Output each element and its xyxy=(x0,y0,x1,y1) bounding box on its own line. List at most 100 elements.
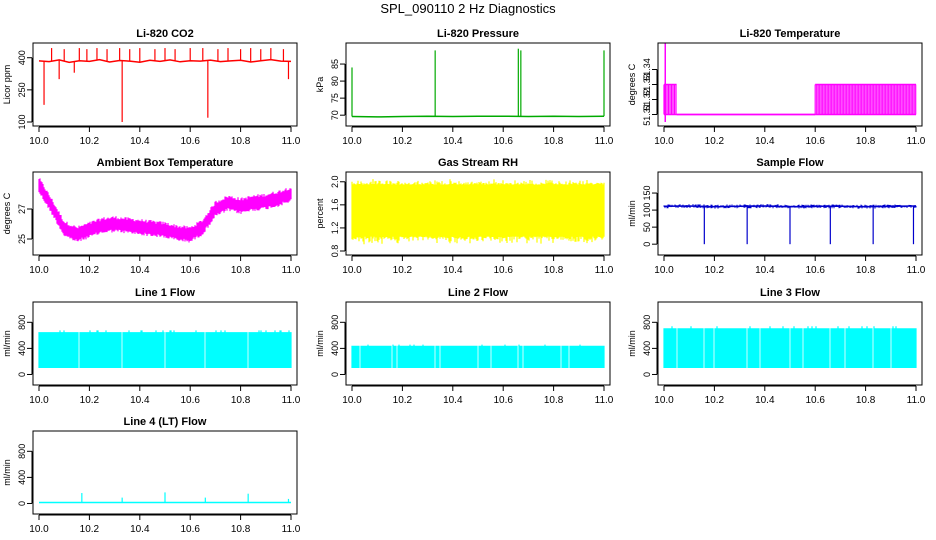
series-line xyxy=(38,58,292,64)
y-axis-label: ml/min xyxy=(2,459,12,486)
y-tick-label: 400 xyxy=(330,341,340,356)
y-axis-label: ml/min xyxy=(2,330,12,357)
plot-frame xyxy=(345,301,611,386)
x-tick-label: 10.0 xyxy=(342,395,362,406)
x-tick-label: 10.6 xyxy=(493,136,513,147)
x-tick-label: 10.8 xyxy=(856,136,876,147)
y-tick-label: 51.33 xyxy=(642,73,652,96)
x-tick-label: 10.8 xyxy=(231,524,251,535)
data-layer xyxy=(663,43,917,122)
x-tick-label: 10.0 xyxy=(342,136,362,147)
series-band xyxy=(351,179,605,245)
data-layer xyxy=(38,330,292,368)
y-tick-label: 0 xyxy=(642,372,652,377)
series-band xyxy=(38,330,292,368)
x-tick-label: 10.0 xyxy=(342,265,362,276)
x-tick-label: 10.0 xyxy=(29,136,49,147)
x-tick-label: 10.2 xyxy=(80,524,100,535)
chart-title: Line 4 (LT) Flow xyxy=(124,416,207,428)
y-axis-label: ml/min xyxy=(315,330,325,357)
y-tick-label: 400 xyxy=(17,341,27,356)
x-tick-label: 10.2 xyxy=(80,265,100,276)
x-tick-label: 11.0 xyxy=(282,136,301,147)
x-tick-label: 11.0 xyxy=(595,136,614,147)
x-tick-label: 10.6 xyxy=(805,395,825,406)
chart-panel: Line 2 Flow 10.0 10.2 10.4 10.6 10.8 11.0 0 400 8… xyxy=(315,287,614,406)
y-tick-label: 150 xyxy=(642,186,652,201)
chart-title: Li-820 CO2 xyxy=(136,28,193,40)
chart-panel: Line 4 (LT) Flow 10.0 10.2 10.4 10.6 10.8 11.0… xyxy=(2,416,301,535)
chart-title: Gas Stream RH xyxy=(438,157,518,169)
chart-title: Line 2 Flow xyxy=(448,287,508,299)
y-tick-label: 800 xyxy=(17,444,27,459)
x-tick-label: 10.2 xyxy=(705,136,725,147)
x-tick-label: 11.0 xyxy=(595,395,614,406)
x-tick-label: 10.6 xyxy=(180,395,200,406)
x-tick-label: 10.2 xyxy=(80,136,100,147)
y-axis-label: Licor ppm xyxy=(2,65,12,105)
y-tick-label: 25 xyxy=(17,234,27,244)
plot-frame xyxy=(32,430,298,515)
y-axis-label: degrees C xyxy=(627,63,637,105)
y-tick-label: 85 xyxy=(330,59,340,69)
y-tick-label: 800 xyxy=(330,315,340,330)
series-band xyxy=(814,84,917,115)
plot-frame xyxy=(657,301,923,386)
series-band xyxy=(663,326,917,368)
x-tick-label: 10.4 xyxy=(755,395,775,406)
plot-frame xyxy=(657,171,923,256)
chart-panel: Sample Flow 10.0 10.2 10.4 10.6 10.8 11.0 0 50 10… xyxy=(627,157,926,276)
y-tick-label: 51.32 xyxy=(642,88,652,111)
x-tick-label: 10.8 xyxy=(544,395,564,406)
y-axis-label: ml/min xyxy=(627,200,637,227)
chart-panel: Li-820 CO2 10.0 10.2 10.4 10.6 10.8 11.0 100 250… xyxy=(2,28,301,147)
y-axis-label: percent xyxy=(315,198,325,229)
x-tick-label: 10.0 xyxy=(654,265,674,276)
data-layer xyxy=(351,179,605,245)
y-tick-label: 75 xyxy=(330,93,340,103)
x-tick-label: 10.0 xyxy=(654,136,674,147)
x-tick-label: 10.8 xyxy=(231,265,251,276)
data-layer xyxy=(663,326,917,368)
y-tick-label: 250 xyxy=(17,82,27,97)
x-tick-label: 11.0 xyxy=(282,395,301,406)
y-tick-label: 80 xyxy=(330,76,340,86)
chart-title: Ambient Box Temperature xyxy=(97,157,234,169)
plot-frame xyxy=(345,42,611,127)
y-tick-label: 51.31 xyxy=(642,103,652,126)
x-tick-label: 10.4 xyxy=(755,136,775,147)
x-tick-label: 10.4 xyxy=(443,136,463,147)
x-tick-label: 11.0 xyxy=(595,265,614,276)
x-tick-label: 10.4 xyxy=(130,395,150,406)
x-tick-label: 10.8 xyxy=(544,265,564,276)
chart-panel: Line 3 Flow 10.0 10.2 10.4 10.6 10.8 11.0 0 400 8… xyxy=(627,287,926,406)
y-tick-label: 50 xyxy=(642,222,652,232)
series-line xyxy=(663,205,917,208)
x-tick-label: 11.0 xyxy=(282,524,301,535)
y-tick-label: 100 xyxy=(642,203,652,218)
y-tick-label: 100 xyxy=(17,114,27,129)
data-layer xyxy=(351,344,605,368)
plot-frame xyxy=(32,301,298,386)
y-tick-label: 400 xyxy=(17,50,27,65)
chart-panel: Li-820 Pressure 10.0 10.2 10.4 10.6 10.8 11.0 7… xyxy=(315,28,614,147)
x-tick-label: 10.0 xyxy=(29,265,49,276)
x-tick-label: 10.8 xyxy=(856,265,876,276)
series-band xyxy=(38,178,292,243)
x-tick-label: 10.6 xyxy=(180,265,200,276)
page-title: SPL_090110 2 Hz Diagnostics xyxy=(380,1,556,16)
chart-title: Li-820 Pressure xyxy=(437,28,519,40)
y-tick-label: 51.34 xyxy=(642,58,652,81)
chart-title: Li-820 Temperature xyxy=(740,28,841,40)
y-tick-label: 0 xyxy=(642,242,652,247)
chart-panel: Ambient Box Temperature 10.0 10.2 10.4 10.6 1… xyxy=(2,157,301,276)
y-tick-label: 400 xyxy=(17,470,27,485)
y-tick-label: 400 xyxy=(642,341,652,356)
data-layer xyxy=(38,178,292,243)
data-layer xyxy=(38,48,292,122)
x-tick-label: 10.4 xyxy=(130,265,150,276)
y-tick-label: 800 xyxy=(17,315,27,330)
series-line xyxy=(351,115,605,118)
chart-title: Sample Flow xyxy=(756,157,824,169)
x-tick-label: 10.4 xyxy=(443,395,463,406)
